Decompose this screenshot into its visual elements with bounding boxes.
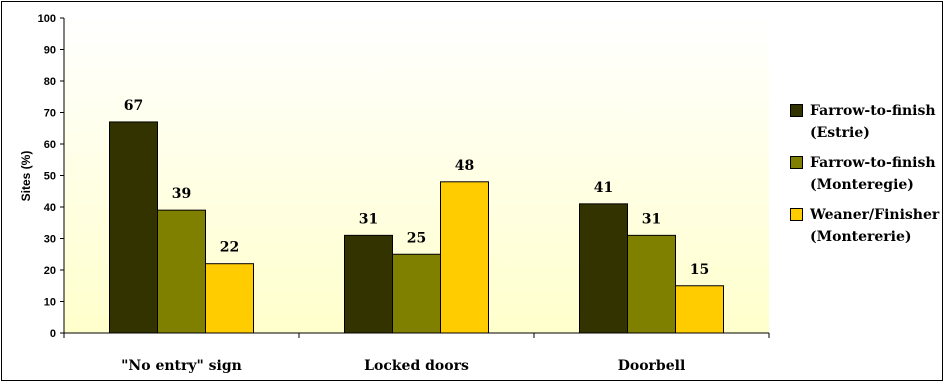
bar [675,285,724,334]
bar [344,234,393,334]
y-tick-label: 30 [44,234,56,246]
data-label: 67 [124,98,143,114]
y-tick-label: 0 [50,328,56,340]
bar [579,203,628,334]
y-tick-label: 40 [44,202,56,214]
legend-item: Weaner/Finisher (Montererie) [790,204,940,246]
data-label: 48 [455,158,474,174]
legend-label: Farrow-to-finish (Monteregie) [810,152,945,196]
y-tick-label: 10 [44,297,56,309]
legend: Farrow-to-finish (Estrie) Farrow-to-fini… [790,100,940,256]
data-label: 31 [642,211,661,227]
legend-label-line1: Weaner/Finisher [810,207,940,223]
y-tick-label: 100 [38,13,56,25]
bar [627,234,676,334]
data-label: 22 [220,240,239,256]
y-tick-label: 90 [44,45,56,57]
bar [205,263,254,334]
bars [109,121,724,334]
legend-label-line1: Farrow-to-finish [810,103,936,119]
y-tick-label: 80 [44,76,56,88]
x-tick-label: "No entry" sign [121,358,242,374]
data-label: 15 [690,262,709,278]
data-label: 41 [594,180,613,196]
data-label: 39 [172,186,191,202]
legend-label: Weaner/Finisher (Montererie) [810,204,945,248]
legend-label-line2: (Monteregie) [810,177,914,193]
y-axis-label: Sites (%) [19,151,33,202]
legend-swatch [790,208,803,221]
y-tick-label: 60 [44,139,56,151]
legend-label-line1: Farrow-to-finish [810,155,936,171]
legend-swatch [790,104,803,117]
legend-item: Farrow-to-finish (Monteregie) [790,152,940,194]
data-labels: 67 39 22 31 25 48 41 31 15 [124,98,709,278]
bar [109,121,158,334]
legend-item: Farrow-to-finish (Estrie) [790,100,940,142]
y-tick-label: 70 [44,108,56,120]
data-label: 31 [359,211,378,227]
y-tick-label: 20 [44,265,56,277]
bar [392,253,441,334]
x-tick-label: Doorbell [618,358,686,374]
legend-label: Farrow-to-finish (Estrie) [810,100,945,144]
data-label: 25 [407,230,426,246]
bar [157,209,206,334]
legend-label-line2: (Estrie) [810,125,870,141]
x-tick-label: Locked doors [364,358,469,374]
legend-label-line2: (Montererie) [810,229,912,245]
y-tick-label: 50 [44,171,56,183]
legend-swatch [790,156,803,169]
bar [440,181,489,334]
